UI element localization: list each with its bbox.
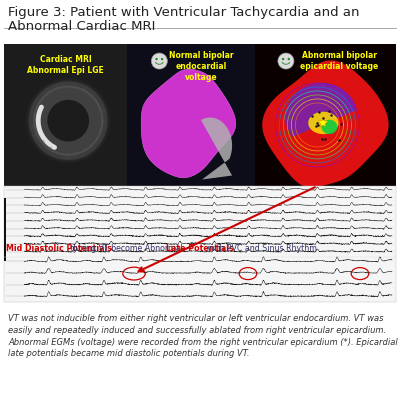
Polygon shape <box>48 100 89 142</box>
Circle shape <box>282 58 284 60</box>
Polygon shape <box>33 86 104 156</box>
Bar <box>4 198 6 262</box>
Circle shape <box>155 58 158 60</box>
Bar <box>4 186 396 302</box>
Polygon shape <box>286 83 357 137</box>
Circle shape <box>161 58 163 60</box>
Circle shape <box>151 53 167 69</box>
Bar <box>4 44 128 186</box>
Text: VT was not inducible from either right ventricular or left ventricular endocardi: VT was not inducible from either right v… <box>8 314 398 358</box>
Polygon shape <box>201 118 232 180</box>
Text: Late Potentials: Late Potentials <box>166 244 234 252</box>
Circle shape <box>288 58 290 60</box>
Text: with PVC and Sinus Rhythm: with PVC and Sinus Rhythm <box>205 244 317 252</box>
Text: during VT become Abnormal: during VT become Abnormal <box>68 244 183 252</box>
Bar <box>128 44 255 186</box>
Text: Figure 3: Patient with Ventricular Tachycardia and an: Figure 3: Patient with Ventricular Tachy… <box>8 6 360 19</box>
Text: Normal bipolar
endocardial
voltage: Normal bipolar endocardial voltage <box>169 51 234 82</box>
Polygon shape <box>262 60 389 187</box>
Circle shape <box>278 53 294 69</box>
Polygon shape <box>322 120 338 134</box>
Text: Mid Diastolic Potentials: Mid Diastolic Potentials <box>6 244 112 252</box>
Polygon shape <box>141 69 236 178</box>
Text: Abnormal Cardiac MRI: Abnormal Cardiac MRI <box>8 20 155 33</box>
Polygon shape <box>308 112 339 134</box>
Bar <box>255 44 396 186</box>
Text: Cardiac MRI
Abnormal Epi LGE: Cardiac MRI Abnormal Epi LGE <box>27 55 104 76</box>
Text: Abnormal bipolar
epicardial voltage: Abnormal bipolar epicardial voltage <box>300 51 379 71</box>
